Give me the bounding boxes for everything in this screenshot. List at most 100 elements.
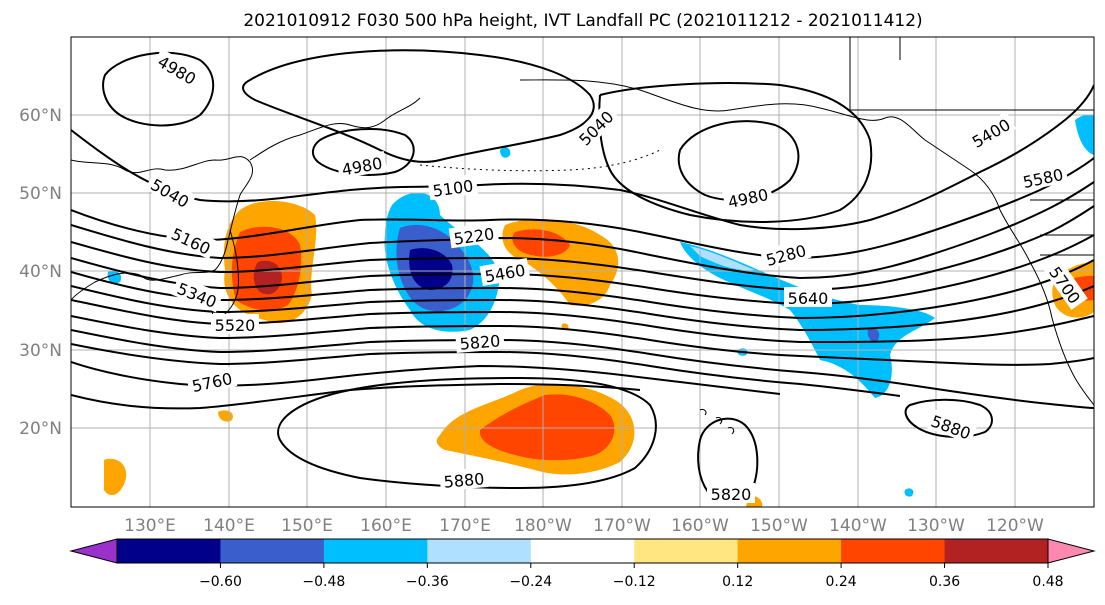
- colorbar-segment: [323, 539, 428, 563]
- contour-label-background: [171, 275, 224, 313]
- contour-5640: [71, 329, 1094, 409]
- coast-aleutians: [419, 149, 661, 172]
- contour-label-background: [439, 466, 489, 492]
- contour-4980-okhotsk: [312, 127, 415, 176]
- longitude-label: 120°W: [986, 516, 1044, 536]
- colorbar-extend-high: [1047, 538, 1096, 564]
- colorbar-segment: [530, 539, 635, 563]
- contour-5700: [71, 343, 901, 397]
- contour-label-background: [784, 287, 832, 307]
- contour-5040-loop-2: [598, 82, 873, 223]
- colorbar-tick-label: 0.24: [826, 574, 857, 590]
- colorbar-tick-labels: −0.60 −0.48 −0.36 −0.24 −0.12 0.12 0.24 0.36 0.4…: [199, 563, 1064, 590]
- ivt-negative-northeast-pacific-mid: [867, 327, 880, 342]
- colorbar-tick-label: −0.60: [199, 574, 242, 590]
- colorbar-tick-label: −0.48: [302, 574, 345, 590]
- contour-label-background: [336, 150, 388, 180]
- contour-west-1: [71, 84, 1094, 231]
- ivt-positive-subtropical-core: [479, 394, 615, 461]
- contour-label-background: [707, 483, 755, 503]
- latitude-label: 30°N: [19, 341, 62, 361]
- latitude-label: 40°N: [19, 262, 62, 282]
- contour-5400: [71, 259, 1094, 320]
- contour-label-background: [165, 220, 218, 260]
- ivt-negative-small-1: [500, 147, 511, 158]
- colorbar-tick-label: 0.36: [929, 574, 960, 590]
- colorbar-segment: [737, 539, 842, 563]
- longitude-label: 180°W: [514, 516, 572, 536]
- longitude-labels: 130°E 140°E 150°E 160°E 170°E 180°W 170°W 160°W…: [124, 516, 1044, 536]
- contour-5340: [71, 234, 1094, 306]
- colorbar-segment: [427, 539, 532, 563]
- contour-label-background: [964, 111, 1017, 153]
- longitude-label: 160°E: [360, 516, 412, 536]
- colorbar-tick-label: −0.24: [509, 574, 552, 590]
- contour-label-background: [151, 48, 204, 90]
- contour-label: 5820: [459, 331, 501, 353]
- coast-alaska: [519, 79, 1001, 211]
- contour-label-background: [144, 171, 197, 213]
- colorbar-tick-label: −0.36: [406, 574, 449, 590]
- contour-label-background: [1017, 162, 1069, 192]
- colorbar-segment: [117, 539, 221, 563]
- colorbar-frame: [116, 538, 1049, 564]
- colorbar-tick-label: −0.12: [613, 574, 656, 590]
- contour-label-background: [1043, 259, 1088, 310]
- height-contours: [71, 49, 1094, 503]
- latitude-label: 20°N: [19, 419, 62, 439]
- contour-label-background: [211, 314, 259, 334]
- ivt-positive-north-central-core: [512, 229, 570, 257]
- latitude-label: 60°N: [19, 106, 62, 126]
- contour-label: 5520: [215, 316, 256, 335]
- colorbar: [69, 538, 1096, 564]
- contour-label-background: [427, 173, 479, 201]
- colorbar-segment: [220, 539, 325, 563]
- contour-5220: [71, 181, 1094, 280]
- contour-label-background: [759, 238, 812, 270]
- colorbar-extend-low: [69, 538, 118, 564]
- latitude-label: 50°N: [19, 184, 62, 204]
- latitude-labels: 60°N 50°N 40°N 30°N 20°N: [19, 106, 62, 439]
- longitude-label: 130°W: [907, 516, 965, 536]
- longitude-label: 140°E: [203, 516, 255, 536]
- longitude-label: 150°W: [750, 516, 808, 536]
- colorbar-tick-label: 0.12: [722, 574, 753, 590]
- longitude-label: 170°E: [439, 516, 491, 536]
- coast-north-america: [999, 209, 1094, 406]
- contour-4980-arctic: [102, 51, 215, 127]
- ivt-negative-small-3: [904, 488, 914, 497]
- contour-5880-subtropical: [277, 376, 657, 490]
- ivt-negative-alaska: [1075, 114, 1094, 155]
- longitude-label: 170°W: [593, 516, 651, 536]
- colorbar-segment: [634, 539, 739, 563]
- colorbar-segment: [841, 539, 946, 563]
- map-frame: [70, 36, 1095, 508]
- ivt-negative-northeast-pacific-inner: [690, 246, 755, 271]
- contour-5580: [71, 315, 1094, 366]
- contour-label-background: [722, 182, 774, 212]
- contour-label-background: [925, 408, 978, 444]
- contour-5160: [71, 157, 1094, 260]
- colorbar-tick-label: 0.48: [1032, 574, 1063, 590]
- contour-label: 5820: [711, 485, 752, 504]
- contour-label-background: [186, 366, 238, 396]
- coast-asia: [71, 156, 254, 301]
- ivt-positive-small-2: [104, 458, 127, 496]
- colorbar-segment: [944, 539, 1049, 563]
- contour-4980-alaska: [677, 120, 800, 201]
- contour-5460: [71, 285, 1094, 332]
- contour-label: 5880: [443, 469, 485, 491]
- coast-kamchatka: [249, 97, 421, 161]
- contour-label-background: [455, 328, 505, 354]
- contour-5280: [71, 205, 1094, 292]
- contour-5880-east: [904, 398, 993, 438]
- contour-label-background: [571, 103, 620, 152]
- longitude-label: 150°E: [281, 516, 333, 536]
- contour-5040-loop: [242, 49, 595, 163]
- figure-title: 2021010912 F030 500 hPa height, IVT Land…: [243, 11, 922, 31]
- longitude-label: 160°W: [671, 516, 729, 536]
